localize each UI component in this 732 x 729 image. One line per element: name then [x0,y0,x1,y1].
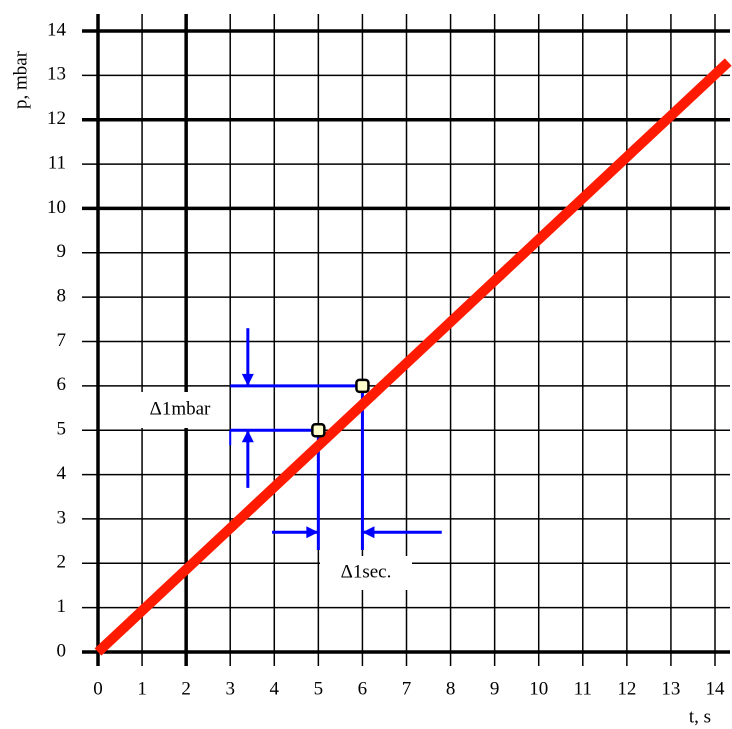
y-tick-label: 5 [57,419,67,440]
y-axis-label: p, mbar [10,50,31,109]
x-tick-label: 4 [270,678,280,699]
x-tick-label: 0 [93,678,103,699]
x-axis-label: t, s [689,706,711,727]
x-tick-label: 14 [706,678,726,699]
label-bg [128,392,222,428]
arrow-head [241,430,254,443]
x-tick-label: 13 [661,678,680,699]
highlight-point [311,422,326,438]
arrow-head [362,526,375,539]
arrow-head [241,373,254,386]
annotation: Δ1sec. [341,561,392,582]
x-tick-label: 2 [181,678,191,699]
y-tick-label: 13 [47,64,66,85]
x-tick-label: 7 [402,678,412,699]
y-tick-label: 4 [57,463,67,484]
x-tick-label: 8 [446,678,456,699]
x-tick-label: 9 [490,678,500,699]
y-tick-label: 12 [47,108,66,129]
x-tick-label: 12 [617,678,636,699]
y-tick-label: 14 [47,19,67,40]
arrow-head [306,526,319,539]
y-tick-label: 10 [47,197,66,218]
label-bg [320,556,412,590]
y-tick-label: 0 [57,640,67,661]
x-tick-label: 10 [529,678,548,699]
y-tick-label: 7 [57,330,67,351]
x-tick-label: 5 [314,678,324,699]
x-tick-label: 11 [574,678,592,699]
x-tick-label: 3 [225,678,235,699]
y-tick-label: 3 [57,507,67,528]
y-tick-label: 1 [57,596,67,617]
highlight-point [355,378,370,394]
x-tick-label: 6 [358,678,368,699]
x-tick-label: 1 [137,678,147,699]
y-tick-label: 9 [57,241,67,262]
y-tick-label: 11 [48,152,66,173]
y-tick-label: 8 [57,286,67,307]
y-tick-label: 6 [57,374,67,395]
annotation: Δ1mbar [150,398,211,419]
data-line [94,58,732,656]
y-tick-label: 2 [57,552,67,573]
